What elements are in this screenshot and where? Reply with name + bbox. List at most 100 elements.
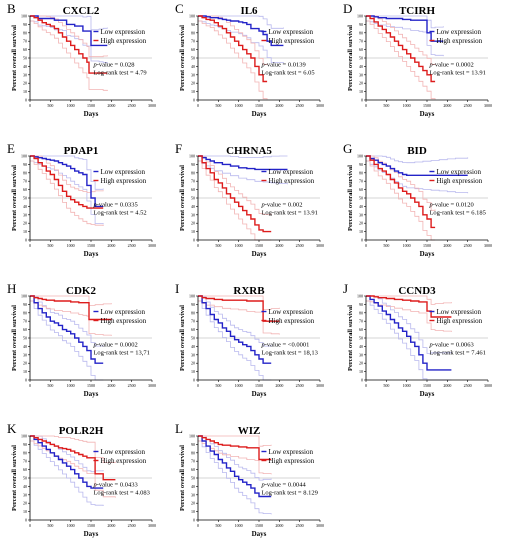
p-value-suffix: -value = [265,481,288,488]
panel-letter: G [343,141,352,156]
series-line-high-expression [30,15,108,74]
legend-label: Low expression [100,448,145,456]
y-tick-label: 60 [191,187,195,192]
x-tick-label: 2500 [296,383,304,388]
series-line-high-expression [198,15,268,83]
series-line-high-expression [30,295,112,321]
y-axis-label: Percent overall survival [179,445,186,511]
log-rank-label: Log-rank test = 13.91 [261,209,317,216]
y-tick-label: 90 [191,442,195,447]
y-tick-label: 0 [361,238,363,243]
series-line-low-expression [198,155,288,171]
x-tick-label: 3000 [316,383,324,388]
y-tick-label: 40 [23,64,27,69]
y-tick-label: 40 [23,344,27,349]
x-tick-label: 1500 [255,383,263,388]
y-axis-label: Percent overall survival [11,445,18,511]
panel-letter: B [7,1,16,16]
y-tick-label: 50 [191,336,195,341]
ci-upper-high [366,15,436,65]
panel-letter: E [7,141,15,156]
legend-label: High expression [100,37,146,45]
y-tick-label: 40 [23,484,27,489]
p-value-prefix: p [260,341,265,348]
y-tick-label: 70 [191,319,195,324]
y-axis-label: Percent overall survival [347,165,354,231]
series-line-low-expression [30,155,104,208]
p-value-prefix: p [260,481,265,488]
y-tick-label: 60 [23,47,27,52]
p-value-number: 0.0044 [288,481,307,488]
y-axis-label: Percent overall survival [179,165,186,231]
y-tick-label: 90 [359,302,363,307]
y-tick-label: 0 [361,98,363,103]
y-tick-label: 60 [191,327,195,332]
y-tick-label: 80 [23,170,27,175]
p-value-number: 0.002 [288,201,303,208]
x-tick-label: 3000 [148,243,156,248]
series-line-low-expression [198,295,272,364]
y-tick-label: 60 [359,327,363,332]
y-axis-label: Percent overall survival [11,25,18,91]
p-value-number: 0.0063 [456,341,474,348]
panel-title: PDAP1 [64,145,99,157]
legend-label: High expression [100,317,146,325]
ci-upper-high [198,295,280,310]
ci-upper-low [366,155,469,164]
x-tick-label: 3000 [148,523,156,528]
y-tick-label: 50 [191,196,195,201]
series-line-low-expression [30,435,104,489]
y-tick-label: 20 [359,81,363,86]
log-rank-label: Log-rank test = 4.083 [93,489,149,496]
y-tick-label: 40 [191,484,195,489]
y-tick-label: 0 [25,238,27,243]
x-tick-label: 2000 [107,103,115,108]
y-tick-label: 60 [191,467,195,472]
y-tick-label: 10 [191,369,195,374]
panel-letter: L [175,421,183,436]
y-tick-label: 70 [359,319,363,324]
ci-lower-high [30,20,108,91]
series-line-low-expression [366,155,468,176]
x-tick-label: 1500 [255,523,263,528]
y-tick-label: 100 [21,154,27,159]
y-tick-label: 50 [359,56,363,61]
ci-upper-low [198,155,288,158]
y-tick-label: 50 [23,476,27,481]
ci-upper-high [198,15,268,65]
p-value-number: 0.0433 [120,481,138,488]
y-tick-label: 30 [23,212,27,217]
y-tick-label: 30 [23,492,27,497]
x-tick-label: 2500 [296,103,304,108]
p-value-suffix: -value = [265,201,288,208]
x-tick-label: 2500 [296,523,304,528]
x-tick-label: 1000 [235,103,243,108]
y-tick-label: 20 [23,501,27,506]
x-axis-label: Days [84,110,99,118]
x-tick-label: 2000 [275,243,283,248]
x-tick-label: 1000 [235,383,243,388]
panel-title: WIZ [238,425,261,437]
legend-label: High expression [100,457,146,465]
p-value-suffix: -value = [97,481,120,488]
x-tick-label: 2500 [128,523,136,528]
x-tick-label: 2500 [296,243,304,248]
p-value-suffix: -value = [433,341,456,348]
x-tick-label: 0 [365,103,367,108]
y-tick-label: 40 [359,344,363,349]
ci-lower-low [366,300,452,381]
y-tick-label: 10 [191,89,195,94]
ci-upper-low [198,435,272,481]
y-tick-label: 40 [191,204,195,209]
ci-lower-low [198,300,272,381]
y-tick-label: 70 [23,459,27,464]
x-tick-label: 1500 [423,383,431,388]
x-axis-label: Days [252,110,267,118]
legend-label: Low expression [436,308,481,316]
p-value-label: p-value = <0.0001 [260,341,309,348]
log-rank-label: Log-rank test = 13,71 [93,349,149,356]
